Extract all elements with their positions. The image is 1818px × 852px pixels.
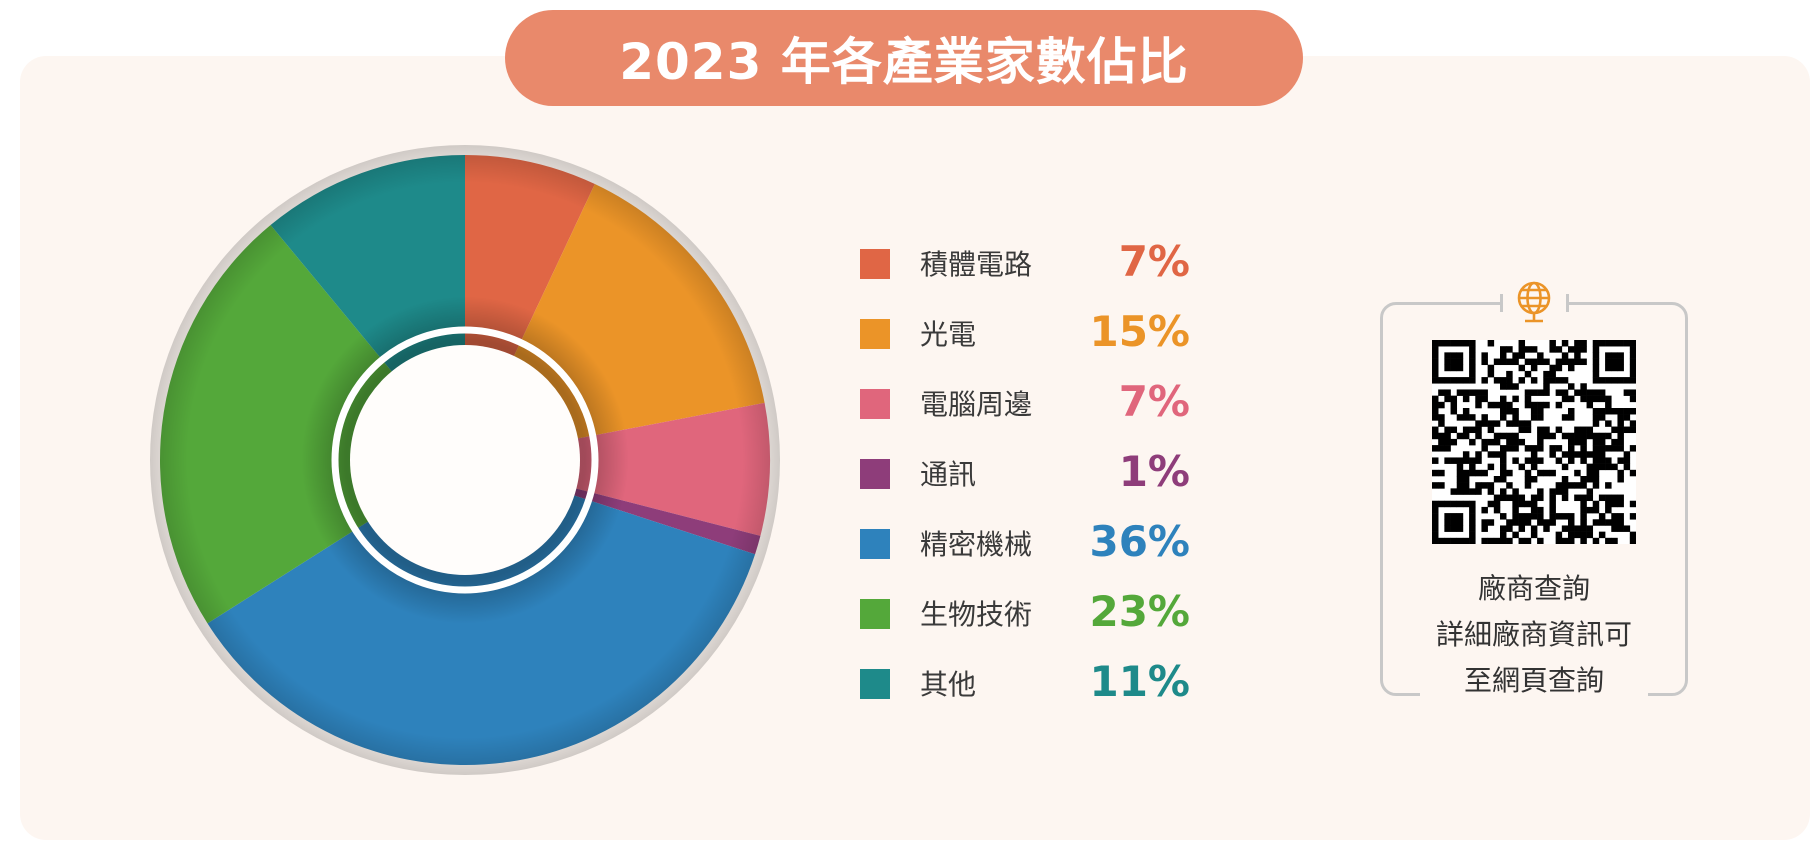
legend-item: 積體電路 7% — [860, 237, 1190, 307]
donut-chart — [150, 145, 780, 775]
legend-item: 生物技術 23% — [860, 587, 1190, 657]
legend-swatch — [860, 599, 890, 629]
legend-label: 精密機械 — [920, 528, 1033, 561]
legend-value: 1% — [1118, 447, 1190, 496]
legend-swatch — [860, 389, 890, 419]
qr-panel-tick — [1500, 294, 1503, 312]
qr-caption: 廠商查詢 詳細廠商資訊可 至網頁查詢 — [1380, 566, 1688, 704]
qr-panel-tick — [1566, 294, 1569, 312]
legend-label: 其他 — [920, 668, 977, 701]
legend-item: 電腦周邊 7% — [860, 377, 1190, 447]
legend: 積體電路 7% 光電 15% 電腦周邊 7% 通訊 1% 精密機械 36% 生物… — [860, 237, 1190, 727]
legend-value: 36% — [1089, 517, 1190, 566]
inner-ring — [331, 326, 599, 594]
legend-swatch — [860, 529, 890, 559]
legend-item: 通訊 1% — [860, 447, 1190, 517]
legend-item: 光電 15% — [860, 307, 1190, 377]
legend-label: 通訊 — [920, 458, 977, 491]
chart-title: 2023 年各產業家數佔比 — [505, 10, 1303, 106]
legend-swatch — [860, 459, 890, 489]
legend-label: 生物技術 — [920, 598, 1033, 631]
qr-caption-line: 至網頁查詢 — [1463, 664, 1604, 697]
legend-value: 11% — [1089, 657, 1190, 706]
legend-value: 15% — [1089, 307, 1190, 356]
legend-swatch — [860, 249, 890, 279]
legend-label: 光電 — [920, 318, 977, 351]
qr-panel-gap — [1500, 296, 1568, 310]
legend-value: 7% — [1118, 377, 1190, 426]
qr-panel-gap-bottom — [1420, 688, 1648, 702]
qr-caption-line: 詳細廠商資訊可 — [1435, 618, 1632, 651]
qr-caption-line: 廠商查詢 — [1477, 572, 1590, 605]
legend-item: 其他 11% — [860, 657, 1190, 727]
donut-hole — [350, 345, 580, 575]
legend-value: 7% — [1118, 237, 1190, 286]
qr-code[interactable] — [1432, 340, 1636, 544]
legend-label: 電腦周邊 — [920, 388, 1033, 421]
legend-swatch — [860, 319, 890, 349]
globe-monitor-icon — [1517, 281, 1551, 323]
chart-title-text: 2023 年各產業家數佔比 — [619, 33, 1189, 91]
legend-swatch — [860, 669, 890, 699]
legend-value: 23% — [1089, 587, 1190, 636]
legend-label: 積體電路 — [920, 248, 1033, 281]
legend-item: 精密機械 36% — [860, 517, 1190, 587]
